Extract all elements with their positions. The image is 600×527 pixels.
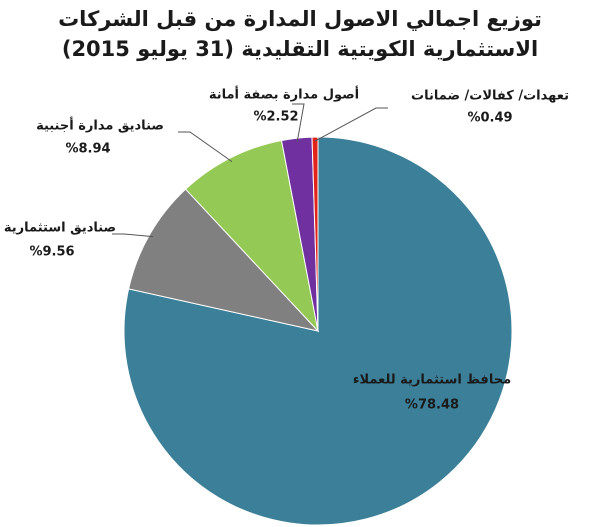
- leader-line: [178, 131, 233, 163]
- value-label: %78.48: [405, 398, 459, 413]
- leader-line: [112, 233, 154, 238]
- value-label: %2.52: [253, 110, 298, 125]
- slice-label: صناديق استثمارية: [4, 221, 116, 236]
- slice-label: محافظ استثمارية للعملاء: [353, 373, 511, 388]
- slice-label: صناديق مدارة أجنبية: [36, 117, 164, 134]
- value-label: %0.49: [467, 111, 512, 126]
- chart-title: توزيع اجمالي الاصول المدارة من قبل الشرك…: [58, 7, 542, 61]
- value-label: %8.94: [65, 142, 110, 157]
- slice-label: أصول مدارة بصفة أمانة: [209, 86, 359, 103]
- slice-label: تعهدات/ كفالات/ ضمانات: [411, 89, 569, 104]
- leader-line: [314, 107, 388, 142]
- pie-slice: [311, 136, 319, 332]
- value-label: %9.56: [29, 245, 74, 260]
- pie-slice: [184, 139, 319, 333]
- pie-slice: [128, 188, 320, 332]
- leader-line: [292, 103, 305, 143]
